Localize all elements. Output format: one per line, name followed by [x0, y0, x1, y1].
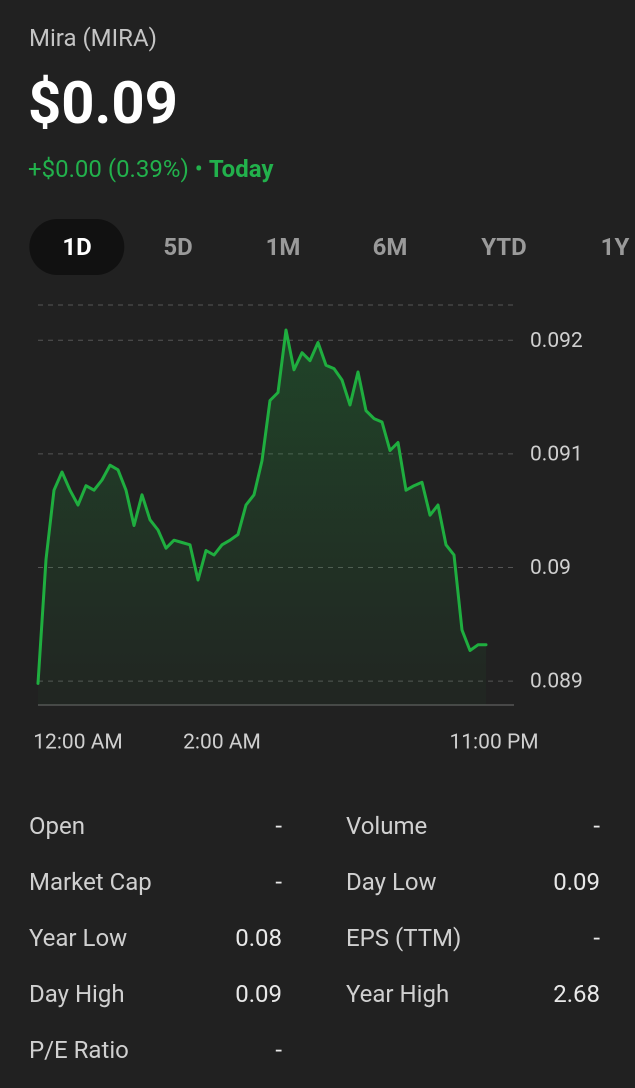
- stat-label: Day High: [29, 980, 125, 1008]
- price-line: [36, 328, 488, 685]
- stat-value: 0.09: [235, 980, 282, 1008]
- range-tab[interactable]: 5D: [163, 233, 193, 261]
- x-tick-label: 12:00 AM: [33, 731, 123, 755]
- stat-label: Volume: [346, 812, 428, 840]
- range-tab[interactable]: 1D: [29, 219, 125, 275]
- stat-value: 0.08: [235, 924, 282, 952]
- stat-label: EPS (TTM): [346, 924, 462, 952]
- stat-value: 2.68: [553, 980, 600, 1008]
- chart: 0.089 0.09 0.091 0.092 12:00 AM 2:00 AM 11:00 …: [33, 304, 583, 755]
- price: $0.09: [28, 70, 178, 138]
- y-tick-label: 0.089: [530, 670, 583, 694]
- stat-value: 0.09: [553, 868, 600, 896]
- stock-name: Mira (MIRA): [29, 24, 157, 52]
- stat-value: -: [593, 924, 600, 952]
- range-tab[interactable]: YTD: [481, 233, 527, 261]
- stat-value: -: [275, 812, 282, 840]
- stat-label: Year High: [346, 980, 450, 1008]
- y-tick-label: 0.091: [530, 442, 583, 466]
- y-tick-label: 0.09: [530, 556, 571, 580]
- stat-label: Market Cap: [29, 868, 152, 896]
- range-tab[interactable]: 1M: [265, 233, 301, 261]
- stat-label: P/E Ratio: [29, 1036, 129, 1064]
- stat-label: Open: [29, 812, 85, 840]
- x-tick-label: 11:00 PM: [449, 731, 538, 755]
- range-tab[interactable]: 1Y: [600, 233, 630, 261]
- price-change-row: +$0.00 (0.39%) • Today: [28, 155, 273, 183]
- stat-label: Year Low: [29, 924, 128, 952]
- range-tab[interactable]: 6M: [372, 233, 408, 261]
- stat-value: -: [593, 812, 600, 840]
- bullet: •: [194, 155, 203, 183]
- stat-value: -: [275, 1036, 282, 1064]
- y-tick-label: 0.092: [530, 329, 583, 353]
- stat-value: -: [275, 868, 282, 896]
- price-change: +$0.00 (0.39%): [28, 155, 189, 183]
- stat-label: Day Low: [346, 868, 437, 896]
- area-fill: [38, 330, 486, 705]
- period: Today: [208, 155, 274, 183]
- x-tick-label: 2:00 AM: [183, 731, 261, 755]
